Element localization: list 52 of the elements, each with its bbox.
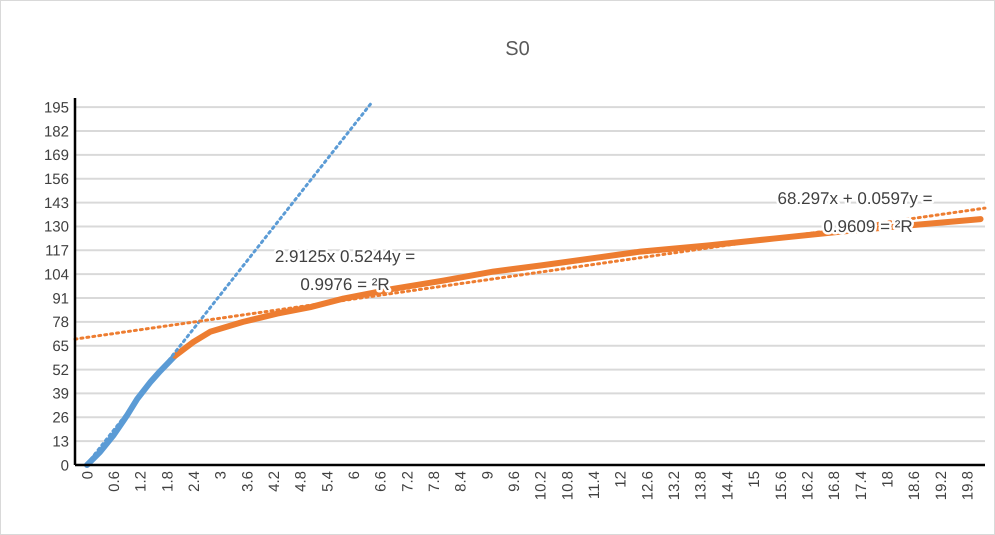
- y-tick-label: 195: [44, 99, 69, 116]
- x-tick-label: 7.2: [399, 471, 416, 492]
- x-tick-label: 13.8: [692, 471, 710, 500]
- x-tick-label: 0: [79, 471, 96, 480]
- y-tick-label: 182: [44, 123, 69, 140]
- annotation: 2.9125x 0.5244y =: [274, 247, 416, 266]
- x-tick-label: 6.6: [372, 471, 390, 492]
- y-tick-label: 13: [52, 433, 69, 450]
- x-tick-label: 19.8: [959, 471, 976, 500]
- x-tick-label: 15: [746, 471, 764, 488]
- x-tick-label: 18.6: [906, 471, 924, 500]
- x-tick-label: 16.8: [826, 471, 844, 500]
- x-tick-label: 2.4: [186, 471, 203, 492]
- chart-title: S0: [505, 38, 530, 60]
- x-tick-label: 7.8: [426, 471, 444, 492]
- x-tick-label: 9: [479, 471, 496, 480]
- x-tick-label: 15.6: [772, 471, 790, 500]
- y-tick-label: 130: [44, 218, 69, 236]
- x-tick-label: 3.6: [239, 471, 256, 492]
- y-tick-label: 104: [44, 266, 69, 284]
- y-tick-label: 26: [52, 410, 69, 427]
- x-tick-label: 10.8: [559, 471, 576, 500]
- x-tick-label: 17.4: [852, 471, 870, 500]
- x-tick-label: 0.6: [106, 471, 123, 492]
- y-tick-label: 156: [44, 170, 69, 188]
- y-tick-label: 117: [45, 242, 69, 260]
- y-tick-label: 52: [52, 362, 69, 379]
- x-tick-label: 4.2: [266, 471, 283, 492]
- x-tick-label: 12.6: [639, 471, 656, 500]
- x-tick-label: 4.8: [292, 471, 310, 492]
- y-tick-label: 65: [52, 338, 69, 355]
- x-tick-label: 3: [212, 471, 230, 480]
- x-tick-label: 1.8: [159, 471, 176, 492]
- x-tick-label: 11.4: [586, 471, 604, 500]
- x-tick-label: 1.2: [132, 471, 150, 492]
- y-tick-label: 39: [52, 386, 69, 403]
- x-tick-label: 9.6: [506, 471, 524, 492]
- x-tick-label: 19.2: [932, 471, 950, 500]
- x-tick-label: 12: [612, 471, 630, 488]
- y-tick-label: 143: [44, 194, 69, 212]
- x-tick-label: 16.2: [799, 471, 816, 500]
- x-tick-label: 8.4: [452, 471, 470, 492]
- x-tick-label: 14.4: [719, 471, 736, 500]
- y-tick-label: 169: [44, 147, 69, 164]
- x-tick-label: 13.2: [666, 471, 684, 500]
- y-tick-label: 78: [52, 314, 69, 332]
- annotation: 68.297x + 0.0597y =: [777, 189, 933, 208]
- x-tick-label: 18: [879, 471, 896, 488]
- x-tick-label: 5.4: [319, 471, 336, 492]
- x-tick-label: 10.2: [532, 471, 550, 500]
- x-tick-label: 6: [346, 471, 363, 480]
- y-tick-label: 91: [52, 290, 69, 308]
